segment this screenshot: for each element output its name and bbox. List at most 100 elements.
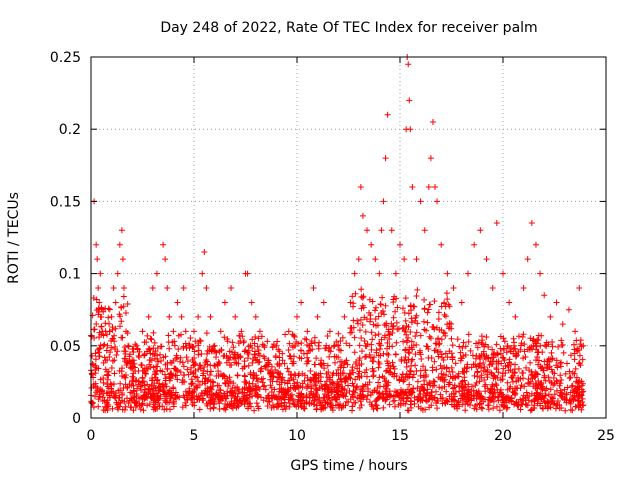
data-point [351,334,358,341]
data-point [483,333,490,340]
data-point [418,355,425,362]
data-point [459,384,466,391]
data-point [150,364,157,371]
data-point [534,371,541,378]
data-point [337,375,344,382]
data-point [435,353,442,360]
data-point [144,348,151,355]
data-point [145,385,152,392]
data-point [520,331,527,338]
data-point [170,357,177,364]
data-point [352,290,359,297]
data-point [406,373,413,380]
data-point [409,389,416,396]
data-point [127,404,134,411]
data-point [102,403,109,410]
data-point [440,329,447,336]
data-point [147,335,154,342]
data-point [573,374,580,381]
data-point [116,241,123,248]
data-point [399,371,406,378]
data-point [443,290,450,297]
data-point [438,303,445,310]
data-point [437,362,444,369]
data-point [253,372,260,379]
data-point [548,366,555,373]
data-point [501,395,508,402]
data-point [265,357,272,364]
data-point [313,371,320,378]
data-point [398,374,405,381]
data-point [201,248,208,255]
data-point [119,397,126,404]
data-point [520,285,527,292]
data-point [335,342,342,349]
data-point [98,331,105,338]
data-point [94,256,101,263]
data-point [436,384,443,391]
data-point [517,406,524,413]
data-point [216,360,223,367]
data-point [408,338,415,345]
data-point [438,351,445,358]
data-point [358,360,365,367]
data-point [375,331,382,338]
data-point [111,370,118,377]
data-point [157,393,164,400]
data-point [139,328,146,335]
data-point [523,401,530,408]
data-point [313,405,320,412]
data-point [117,400,124,407]
data-point [111,357,118,364]
data-point [177,369,184,376]
data-point [230,389,237,396]
data-point [264,402,271,409]
data-point [108,344,115,351]
data-point [570,341,577,348]
data-point [370,321,377,328]
data-point [399,390,406,397]
data-point [104,342,111,349]
data-point [494,386,501,393]
data-point [358,286,365,293]
data-point [429,367,436,374]
data-point [372,304,379,311]
data-point [409,374,416,381]
data-point [486,387,493,394]
data-point [397,241,403,248]
data-point [543,343,550,350]
data-point [334,387,341,394]
data-point [477,356,484,363]
data-point [204,358,211,365]
data-point [376,270,383,277]
data-point [446,368,453,375]
data-point [203,357,210,364]
data-point [180,363,187,370]
data-point [111,344,118,351]
data-points [88,54,587,414]
data-point [206,398,213,405]
data-point [369,336,376,343]
data-point [534,353,541,360]
data-point [166,345,173,352]
data-point [457,349,464,356]
x-axis-title: GPS time / hours [290,458,407,474]
data-point [213,373,220,380]
data-point [133,377,140,384]
data-point [506,356,513,363]
data-point [445,301,452,308]
grid-lines [91,57,606,418]
data-point [89,371,96,378]
data-point [226,348,233,355]
data-point [540,367,547,374]
data-point [258,394,265,401]
data-point [562,370,569,377]
data-point [241,348,248,355]
data-point [162,256,169,263]
data-point [186,342,193,349]
data-point [364,227,371,234]
data-point [191,386,198,393]
y-axis-title: ROTI / TECUs [6,192,22,284]
data-point [133,390,140,397]
data-point [535,332,542,339]
